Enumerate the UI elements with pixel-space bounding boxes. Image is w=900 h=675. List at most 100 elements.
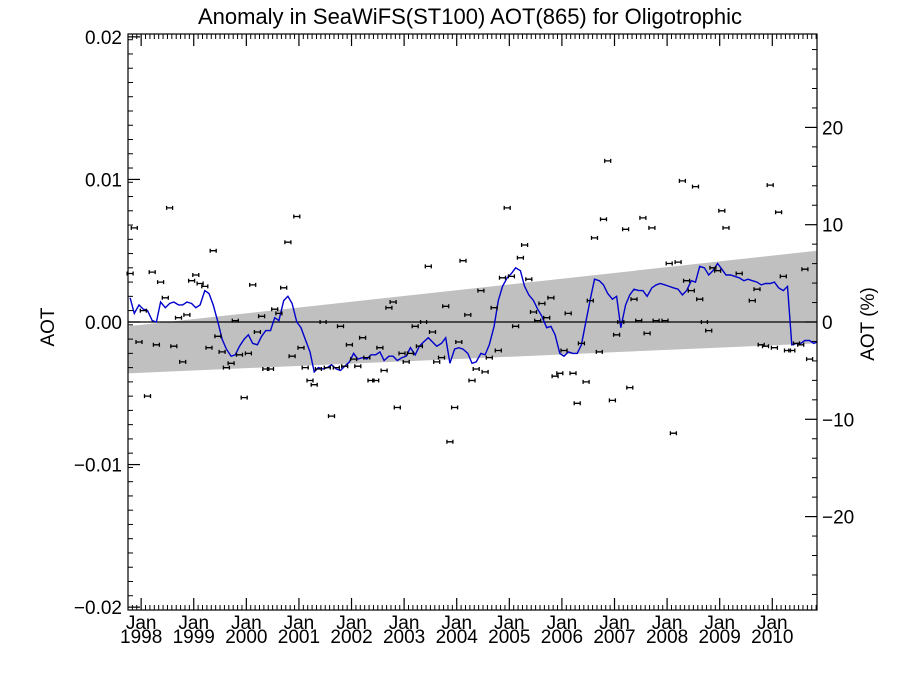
y-tick-label: −0.01	[74, 456, 122, 477]
data-point	[608, 398, 617, 403]
data-point	[520, 243, 529, 247]
x-tick-year: 2000	[225, 627, 267, 648]
series-line-layer	[129, 262, 818, 374]
x-tick-year: 1999	[173, 627, 215, 648]
data-point	[165, 205, 174, 210]
data-point	[718, 208, 726, 213]
y-tick-label: 0.00	[85, 313, 122, 334]
data-point	[240, 395, 248, 400]
y-tick-label: −0.02	[74, 598, 122, 619]
data-point	[498, 275, 507, 280]
x-tick-labels: Jan1998Jan1999Jan2000Jan2001Jan2002Jan20…	[120, 613, 793, 648]
x-tick-month: Jan	[441, 613, 472, 634]
data-point	[380, 368, 388, 373]
data-point	[376, 345, 384, 350]
x-tick-year: 2002	[330, 627, 372, 648]
data-point	[630, 297, 638, 302]
data-point	[797, 342, 805, 347]
data-point	[428, 330, 437, 334]
trend-band-layer	[128, 250, 817, 374]
data-point	[450, 405, 459, 410]
axis-ticks-layer	[127, 34, 817, 611]
data-point	[621, 227, 630, 232]
x-tick-month: Jan	[231, 613, 262, 634]
data-point	[406, 351, 415, 356]
data-point	[560, 348, 568, 353]
data-point	[130, 225, 138, 230]
data-point	[691, 184, 700, 189]
data-point	[214, 334, 222, 339]
data-point	[682, 278, 691, 283]
data-point	[196, 281, 204, 286]
data-point	[678, 178, 687, 183]
data-point	[253, 330, 262, 334]
x-tick-year: 2003	[383, 627, 425, 648]
data-point	[389, 300, 397, 304]
data-point	[372, 378, 380, 383]
data-point	[569, 371, 577, 376]
data-point	[385, 305, 393, 310]
trend-band	[128, 250, 817, 374]
data-point	[604, 158, 612, 163]
y-axis-label: AOT	[38, 307, 59, 346]
data-point	[770, 345, 779, 350]
y2-tick-label: 20	[822, 118, 843, 139]
y2-tick-label: 0	[822, 313, 833, 334]
data-point	[761, 344, 770, 349]
data-point	[402, 359, 410, 364]
data-point	[779, 274, 787, 279]
data-point	[222, 365, 231, 370]
data-point	[538, 301, 546, 306]
data-point	[297, 345, 305, 350]
data-point	[231, 318, 239, 323]
data-point	[805, 357, 814, 362]
data-point	[301, 365, 309, 370]
x-tick-year: 2010	[751, 627, 793, 648]
data-point	[187, 278, 196, 283]
data-point	[564, 311, 572, 316]
data-point	[525, 277, 533, 282]
data-point	[135, 340, 143, 344]
data-point	[209, 248, 217, 253]
data-point	[336, 324, 345, 329]
data-point	[788, 348, 796, 353]
data-point	[507, 274, 516, 279]
data-point	[354, 364, 362, 369]
x-tick-month: Jan	[494, 613, 525, 634]
data-point	[183, 312, 191, 317]
data-point	[139, 308, 147, 313]
data-point	[669, 431, 678, 436]
y2-tick-label: 10	[822, 216, 843, 237]
data-point	[590, 235, 599, 240]
data-point	[516, 255, 525, 260]
data-point	[696, 297, 704, 302]
data-point	[235, 352, 244, 357]
data-point	[275, 311, 283, 316]
y2-tick-label: −20	[822, 508, 854, 529]
data-point	[148, 270, 156, 275]
data-point	[494, 348, 502, 353]
x-tick-year: 2008	[646, 627, 688, 648]
data-point	[323, 365, 331, 370]
series-line	[129, 262, 818, 374]
x-tick-month: Jan	[178, 613, 209, 634]
data-point	[349, 357, 358, 362]
data-point	[529, 310, 538, 314]
data-point	[547, 295, 555, 300]
x-tick-year: 2009	[699, 627, 741, 648]
data-point	[446, 439, 454, 444]
data-point	[293, 214, 301, 219]
data-point	[266, 367, 275, 371]
data-point	[626, 385, 634, 390]
data-point	[156, 280, 165, 285]
data-point	[345, 342, 354, 347]
x-tick-year: 2006	[541, 627, 583, 648]
data-point	[612, 332, 621, 337]
data-point	[161, 295, 169, 300]
y2-tick-label: −10	[822, 410, 854, 431]
data-point	[455, 340, 463, 344]
data-point	[170, 344, 178, 349]
data-point	[310, 382, 318, 387]
data-point	[774, 210, 783, 215]
data-point	[766, 183, 774, 188]
